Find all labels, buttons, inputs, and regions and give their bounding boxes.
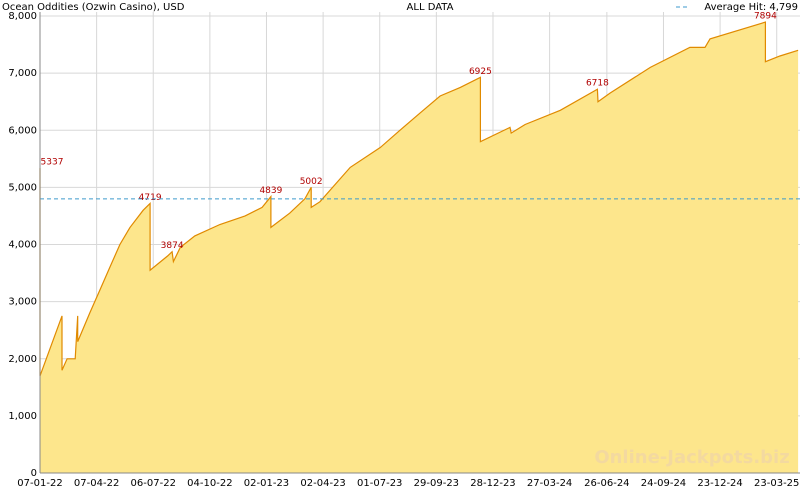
- x-tick-label: 29-09-23: [414, 478, 459, 489]
- legend-label: Average Hit: 4,799: [704, 2, 798, 13]
- x-tick-label: 02-01-23: [244, 478, 289, 489]
- y-tick-label: 3,000: [8, 297, 37, 308]
- y-tick-label: 0: [31, 468, 37, 479]
- x-tick-label: 28-12-23: [470, 478, 515, 489]
- x-tick-label: 07-04-22: [74, 478, 119, 489]
- x-tick-label: 26-06-24: [584, 478, 629, 489]
- x-tick-label: 01-07-23: [357, 478, 402, 489]
- y-tick-label: 1,000: [8, 411, 37, 422]
- watermark: Online-Jackpots.biz: [594, 447, 789, 468]
- peak-label: 6925: [469, 67, 492, 77]
- x-tick-label: 23-03-25: [754, 478, 799, 489]
- y-tick-label: 2,000: [8, 354, 37, 365]
- x-tick-label: 24-09-24: [641, 478, 686, 489]
- y-tick-label: 8,000: [8, 11, 37, 22]
- y-tick-label: 5,000: [8, 182, 37, 193]
- peak-label: 5002: [300, 177, 323, 187]
- chart-subtitle: ALL DATA: [407, 2, 454, 13]
- peak-label: 6718: [586, 79, 609, 89]
- x-tick-label: 23-12-24: [697, 478, 742, 489]
- y-tick-label: 4,000: [8, 240, 37, 251]
- peak-label: 7894: [754, 12, 777, 22]
- x-tick-label: 06-07-22: [131, 478, 176, 489]
- peak-label: 4839: [259, 186, 282, 196]
- peak-label: 4719: [139, 193, 162, 203]
- area-fill: [40, 22, 799, 473]
- y-tick-label: 6,000: [8, 125, 37, 136]
- y-tick-label: 7,000: [8, 68, 37, 79]
- peak-label: 3874: [161, 241, 184, 251]
- x-tick-label: 07-01-22: [17, 478, 62, 489]
- peak-label: 5337: [41, 158, 64, 168]
- x-tick-label: 04-10-22: [187, 478, 232, 489]
- x-tick-label: 02-04-23: [300, 478, 345, 489]
- chart-title: Ocean Oddities (Ozwin Casino), USD: [2, 2, 185, 13]
- x-tick-label: 27-03-24: [527, 478, 572, 489]
- area-line: [39, 21, 799, 377]
